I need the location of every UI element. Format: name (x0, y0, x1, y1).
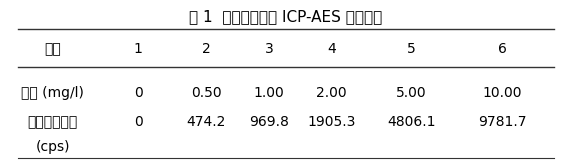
Text: 9781.7: 9781.7 (478, 115, 527, 129)
Text: 10.00: 10.00 (483, 86, 522, 100)
Text: 0.50: 0.50 (191, 86, 221, 100)
Text: 2.00: 2.00 (316, 86, 347, 100)
Text: 5: 5 (407, 42, 416, 56)
Text: 1905.3: 1905.3 (307, 115, 356, 129)
Text: 2: 2 (202, 42, 210, 56)
Text: 6: 6 (498, 42, 507, 56)
Text: 0: 0 (134, 86, 142, 100)
Text: 平均校正强度: 平均校正强度 (27, 115, 78, 129)
Text: 浓度 (mg/l): 浓度 (mg/l) (21, 86, 84, 100)
Text: 3: 3 (264, 42, 273, 56)
Text: (cps): (cps) (35, 140, 70, 154)
Text: 4: 4 (327, 42, 336, 56)
Text: 表 1  标准溶液系列 ICP-AES 测定结果: 表 1 标准溶液系列 ICP-AES 测定结果 (189, 10, 383, 25)
Text: 序号: 序号 (44, 42, 61, 56)
Text: 1.00: 1.00 (253, 86, 284, 100)
Text: 1: 1 (134, 42, 142, 56)
Text: 969.8: 969.8 (249, 115, 289, 129)
Text: 0: 0 (134, 115, 142, 129)
Text: 474.2: 474.2 (186, 115, 226, 129)
Text: 4806.1: 4806.1 (387, 115, 435, 129)
Text: 5.00: 5.00 (396, 86, 427, 100)
